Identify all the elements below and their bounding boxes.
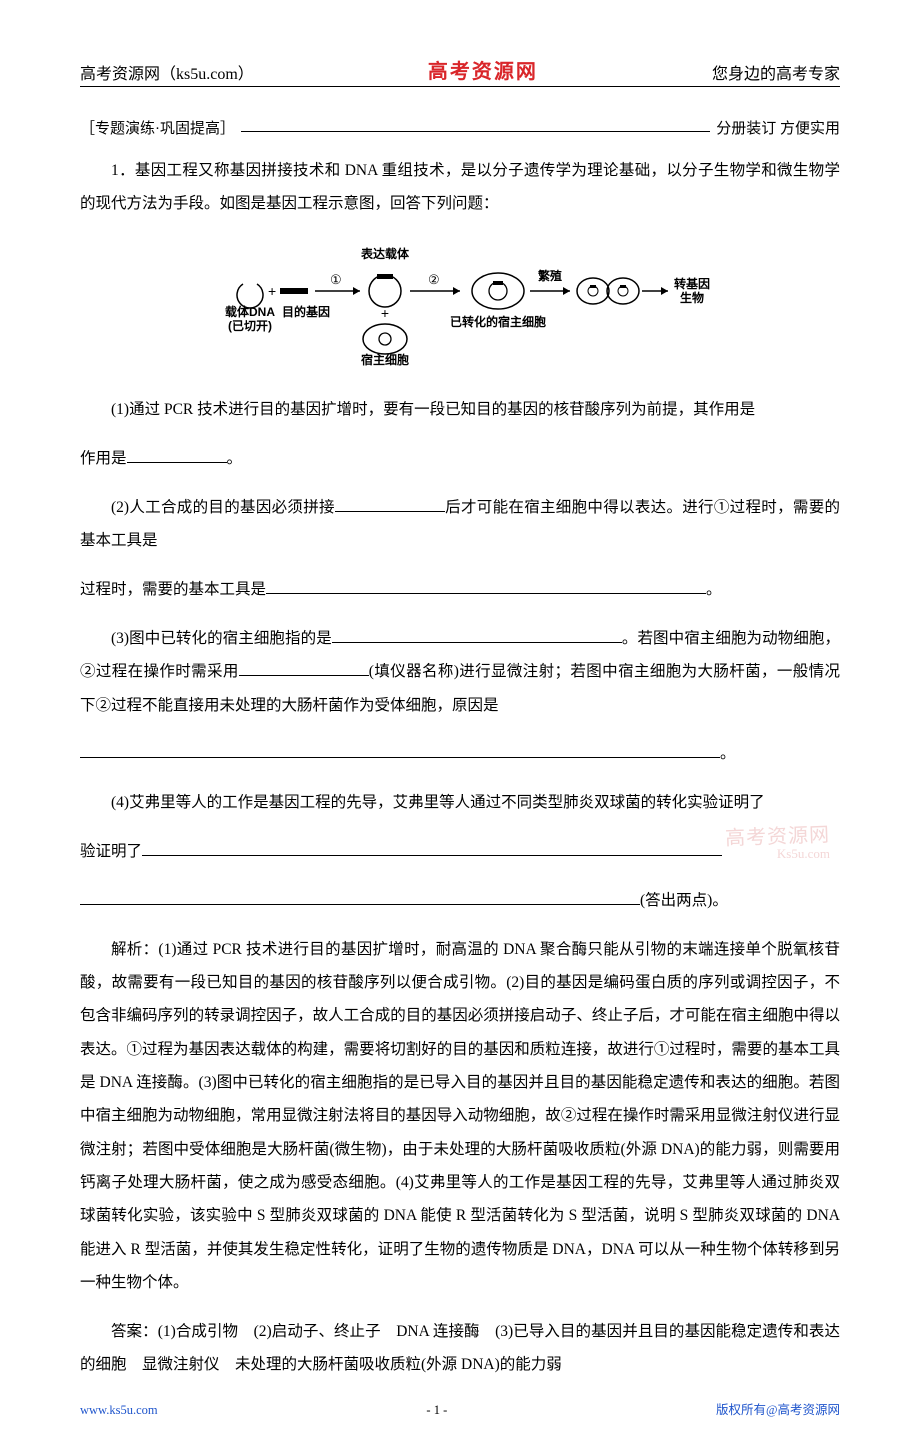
organism-label: 生物 xyxy=(680,290,704,305)
question-intro: 1．基因工程又称基因拼接技术和 DNA 重组技术，是以分子遗传学为理论基础，以分… xyxy=(80,154,840,221)
diagram-container: + ① 表达载体 ② + 宿主细胞 xyxy=(80,236,840,378)
question-4-blank2: (答出两点)。 xyxy=(80,884,840,917)
blank-q4b xyxy=(80,888,640,905)
page: 高考资源网（ks5u.com） 高考资源网 您身边的高考专家 ［专题演练·巩固提… xyxy=(0,0,920,1448)
section-tag-right: 分册装订 方便实用 xyxy=(716,117,840,138)
blank-q3c xyxy=(80,742,720,759)
question-2: (2)人工合成的目的基因必须拼接后才可能在宿主细胞中得以表达。进行①过程时，需要… xyxy=(80,491,840,558)
section-tag-left: ［专题演练·巩固提高］ xyxy=(80,117,235,138)
cut-label: (已切开) xyxy=(228,319,272,333)
q2a: (2)人工合成的目的基因必须拼接 xyxy=(111,499,335,516)
footer-left: www.ks5u.com xyxy=(80,1403,158,1418)
blank-q2a xyxy=(335,496,445,513)
question-4-blank1: 验证明了 xyxy=(80,835,840,868)
plus-icon: + xyxy=(268,283,276,299)
blank-q1 xyxy=(127,447,227,464)
footer-right: 版权所有@高考资源网 xyxy=(716,1399,840,1418)
blank-q3b xyxy=(239,660,369,677)
footer-page-number: - 1 - xyxy=(158,1403,716,1418)
q4a: (4)艾弗里等人的工作是基因工程的先导，艾弗里等人通过不同类型肺炎双球菌的转化实… xyxy=(111,794,765,811)
question-3-blankline: 。 xyxy=(80,737,840,770)
vector-dna-label: 载体DNA xyxy=(225,304,275,319)
q3a: (3)图中已转化的宿主细胞指的是 xyxy=(111,630,332,647)
question-1: (1)通过 PCR 技术进行目的基因扩增时，要有一段已知目的基因的核苷酸序列为前… xyxy=(80,393,840,426)
q3-end: 。 xyxy=(720,745,736,762)
transformed-label: 已转化的宿主细胞 xyxy=(450,314,546,329)
question-4: (4)艾弗里等人的工作是基因工程的先导，艾弗里等人通过不同类型肺炎双球菌的转化实… xyxy=(80,786,840,819)
express-vector-label: 表达载体 xyxy=(360,246,410,261)
header-left: 高考资源网（ks5u.com） xyxy=(80,60,254,84)
q2-end: 。 xyxy=(706,581,722,598)
page-footer: www.ks5u.com - 1 - 版权所有@高考资源网 xyxy=(80,1399,840,1418)
step1-label: ① xyxy=(330,272,342,287)
section-tag-row: ［专题演练·巩固提高］ 分册装订 方便实用 xyxy=(80,117,840,138)
step2-label: ② xyxy=(428,272,440,287)
reproduce-label: 繁殖 xyxy=(538,268,562,283)
q4-end: (答出两点)。 xyxy=(640,892,728,909)
question-1-line2: 作用是。 xyxy=(80,442,840,475)
analysis-text: (1)通过 PCR 技术进行目的基因扩增时，耐高温的 DNA 聚合酶只能从引物的… xyxy=(80,941,840,1291)
q1-end: 。 xyxy=(227,450,243,467)
host-cell-label: 宿主细胞 xyxy=(361,352,409,366)
blank-q4a xyxy=(142,840,722,857)
analysis-label: 解析： xyxy=(111,941,158,958)
answer-paragraph: 答案：(1)合成引物 (2)启动子、终止子 DNA 连接酶 (3)已导入目的基因… xyxy=(80,1315,840,1382)
blank-q3a xyxy=(332,627,622,644)
answer-text: (1)合成引物 (2)启动子、终止子 DNA 连接酶 (3)已导入目的基因并且目… xyxy=(80,1323,840,1373)
page-header: 高考资源网（ks5u.com） 高考资源网 您身边的高考专家 xyxy=(80,55,840,87)
q1-text: (1)通过 PCR 技术进行目的基因扩增时，要有一段已知目的基因的核苷酸序列为前… xyxy=(111,401,755,418)
header-right: 您身边的高考专家 xyxy=(712,60,840,84)
target-gene-label: 目的基因 xyxy=(282,304,330,319)
answer-label: 答案： xyxy=(111,1323,158,1340)
blank-q2b xyxy=(266,578,706,595)
transgenic-label: 转基因 xyxy=(674,276,710,291)
section-tag-underline xyxy=(241,117,710,132)
gene-engineering-diagram: + ① 表达载体 ② + 宿主细胞 xyxy=(210,236,710,366)
header-center-logo: 高考资源网 xyxy=(428,55,538,84)
analysis-paragraph: 解析：(1)通过 PCR 技术进行目的基因扩增时，耐高温的 DNA 聚合酶只能从… xyxy=(80,933,840,1299)
question-2-line2: 过程时，需要的基本工具是。 xyxy=(80,573,840,606)
plus2-icon: + xyxy=(381,305,389,321)
content-body: 1．基因工程又称基因拼接技术和 DNA 重组技术，是以分子遗传学为理论基础，以分… xyxy=(80,154,840,1382)
question-3: (3)图中已转化的宿主细胞指的是。若图中宿主细胞为动物细胞，②过程在操作时需采用… xyxy=(80,622,840,722)
